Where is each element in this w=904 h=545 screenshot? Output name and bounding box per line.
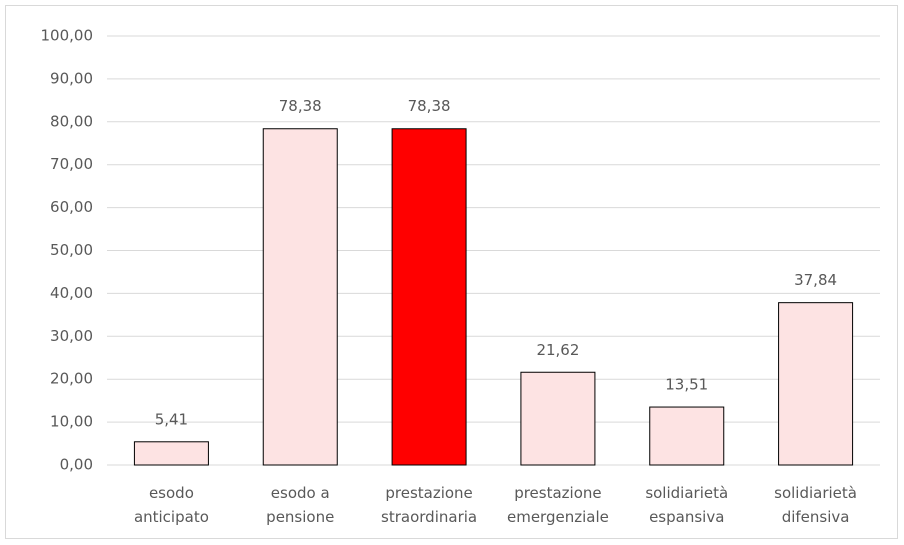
x-tick-label: solidiarietà difensiva bbox=[774, 484, 857, 526]
bar bbox=[520, 371, 596, 466]
x-tick-label: esodo a pensione bbox=[266, 484, 334, 526]
bar bbox=[778, 302, 854, 466]
y-tick-label: 60,00 bbox=[50, 198, 93, 216]
bar bbox=[391, 128, 467, 466]
y-tick-label: 50,00 bbox=[50, 241, 93, 259]
bar bbox=[649, 406, 725, 466]
y-tick-label: 100,00 bbox=[41, 27, 94, 45]
y-tick-label: 0,00 bbox=[60, 456, 93, 474]
bar bbox=[262, 128, 338, 466]
y-tick-label: 70,00 bbox=[50, 155, 93, 173]
x-tick-label: esodo anticipato bbox=[134, 484, 209, 526]
data-label: 78,38 bbox=[408, 97, 451, 115]
x-tick-label: prestazione emergenziale bbox=[507, 484, 609, 526]
data-label: 13,51 bbox=[665, 376, 708, 394]
y-tick-label: 10,00 bbox=[50, 413, 93, 431]
y-tick-label: 90,00 bbox=[50, 69, 93, 87]
y-tick-label: 80,00 bbox=[50, 112, 93, 130]
data-label: 5,41 bbox=[155, 410, 188, 428]
data-label: 37,84 bbox=[794, 271, 837, 289]
x-tick-label: solidiarietà espansiva bbox=[645, 484, 728, 526]
bar bbox=[133, 441, 209, 466]
y-tick-label: 40,00 bbox=[50, 284, 93, 302]
data-label: 78,38 bbox=[279, 97, 322, 115]
y-tick-label: 30,00 bbox=[50, 327, 93, 345]
x-tick-label: prestazione straordinaria bbox=[381, 484, 477, 526]
y-tick-label: 20,00 bbox=[50, 370, 93, 388]
data-label: 21,62 bbox=[536, 341, 579, 359]
